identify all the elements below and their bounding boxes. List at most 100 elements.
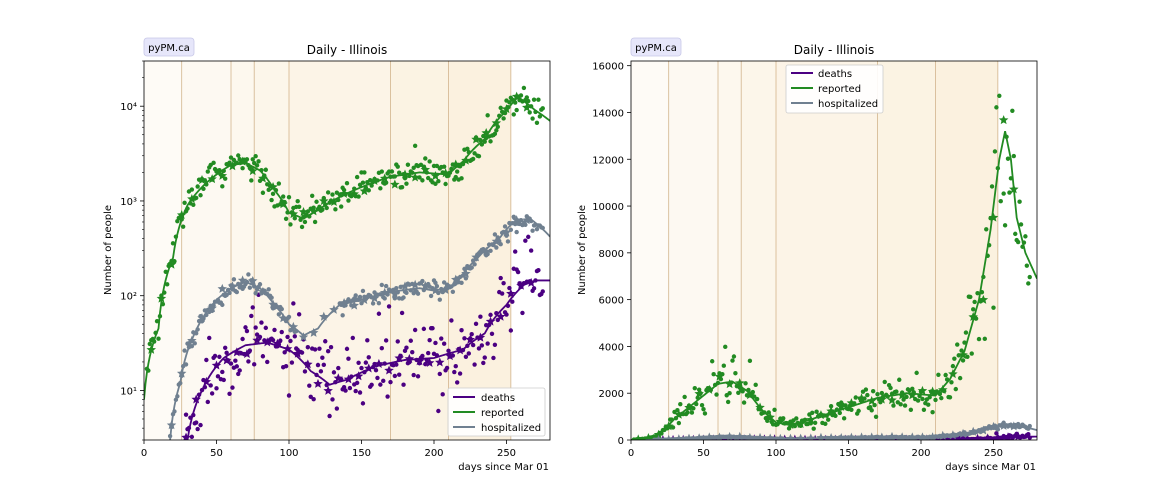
data-point (195, 426, 200, 432)
data-point (523, 238, 528, 243)
right-yticks: 0 2000 4000 6000 8000 10000 12000 14000 16000 (592, 62, 631, 447)
data-point (972, 299, 977, 305)
data-point (489, 331, 495, 336)
data-point (841, 416, 847, 421)
data-point (382, 296, 387, 301)
weekly-average-marker (181, 432, 191, 440)
right-badge-bg (630, 37, 682, 57)
data-point (386, 304, 392, 309)
data-point (246, 272, 251, 277)
period-band (776, 61, 878, 440)
data-point (260, 190, 266, 195)
right-series-hospitalized (645, 420, 1037, 440)
period-band (231, 61, 255, 440)
data-point (1018, 222, 1024, 227)
data-point (189, 187, 195, 192)
weekly-average-marker (298, 206, 309, 216)
data-point (411, 372, 416, 378)
data-point (492, 342, 498, 347)
data-point (476, 153, 482, 159)
data-point (333, 207, 338, 212)
data-point (265, 359, 270, 365)
weekly-average-marker (410, 172, 420, 182)
weekly-average-marker (704, 384, 715, 394)
data-point (873, 414, 879, 419)
data-point (215, 374, 221, 379)
data-point (433, 280, 438, 286)
data-point (286, 314, 292, 320)
weekly-average-marker (461, 155, 471, 165)
data-point (488, 248, 493, 254)
data-point (283, 364, 289, 369)
data-point (436, 408, 441, 414)
data-point (449, 318, 454, 323)
data-point (394, 362, 399, 367)
data-point (992, 149, 998, 154)
data-point (470, 342, 476, 348)
weekly-average-marker (846, 432, 857, 440)
y-tick-label: 12000 (592, 155, 624, 166)
data-point (388, 379, 393, 385)
data-point (510, 299, 515, 304)
model-line (144, 95, 550, 400)
data-point (263, 325, 268, 331)
period-band (741, 61, 776, 440)
data-point (499, 291, 505, 296)
data-point (902, 403, 908, 408)
weekly-average-marker (471, 252, 481, 262)
data-point (252, 362, 257, 367)
data-point (450, 289, 456, 294)
data-point (401, 382, 406, 387)
x-tick-label: 100 (766, 448, 785, 459)
data-point (220, 302, 225, 308)
weekly-average-marker (420, 164, 431, 174)
data-point (936, 372, 941, 377)
data-point (147, 341, 152, 347)
data-point (247, 285, 253, 290)
data-point (904, 394, 909, 400)
weekly-average-marker (927, 432, 938, 440)
weekly-average-marker (258, 173, 268, 183)
data-point (741, 400, 747, 405)
data-point (455, 380, 460, 385)
data-point (365, 338, 370, 343)
data-point (492, 131, 498, 137)
data-point (465, 146, 470, 152)
data-point (223, 345, 228, 351)
y-tick-label: 10⁴ (120, 102, 137, 113)
left-yticks: 10¹ 10² 10³ 10⁴ (120, 60, 144, 441)
data-point (536, 97, 541, 102)
weekly-average-marker (176, 210, 187, 220)
data-point (397, 170, 402, 175)
data-point (244, 328, 250, 334)
data-point (269, 197, 274, 203)
data-point (259, 320, 264, 325)
weekly-average-marker (410, 279, 420, 289)
data-point (969, 351, 974, 356)
data-point (963, 330, 969, 335)
left-x-axis-label: days since Mar 01 (458, 462, 549, 473)
data-point (220, 184, 225, 189)
data-point (888, 385, 893, 391)
data-point (478, 314, 483, 319)
x-tick-label: 0 (141, 448, 147, 459)
data-point (257, 282, 263, 287)
data-point (379, 282, 384, 288)
data-point (299, 350, 305, 355)
data-point (354, 380, 360, 386)
data-point (910, 386, 915, 391)
right-legend: deaths reported hospitalized (785, 64, 884, 114)
data-point (930, 409, 935, 415)
data-point (247, 348, 253, 353)
data-point (379, 169, 384, 174)
data-point (404, 345, 409, 350)
data-point (420, 178, 425, 183)
data-point (194, 420, 199, 425)
data-point (399, 310, 405, 316)
data-point (926, 402, 931, 407)
data-point (270, 191, 276, 197)
weekly-average-marker (197, 174, 207, 184)
data-point (921, 407, 927, 412)
data-point (794, 416, 799, 421)
data-point (441, 164, 447, 169)
